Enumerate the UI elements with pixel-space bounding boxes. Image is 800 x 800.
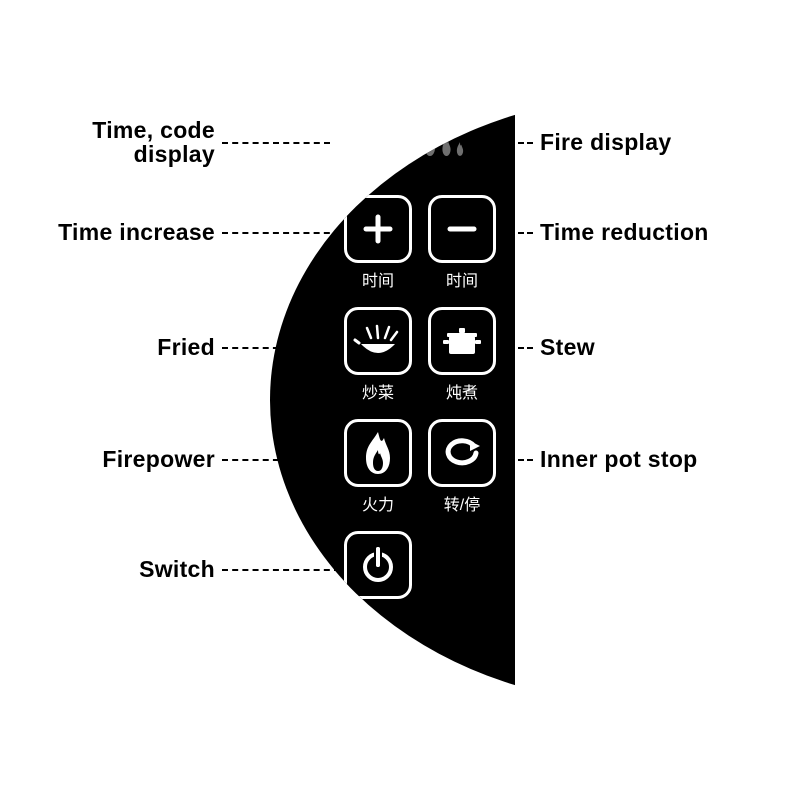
connector-line — [500, 232, 533, 234]
display-row: 888 — [330, 115, 505, 175]
wok-icon — [353, 316, 403, 366]
switch-button[interactable] — [344, 531, 412, 599]
fried-label: 炒菜 — [344, 379, 412, 403]
callout-switch: Switch — [100, 557, 215, 581]
firepower-label: 火力 — [344, 491, 412, 515]
minus-icon — [444, 211, 480, 247]
power-icon — [358, 545, 398, 585]
spin-stop-label: 转/停 — [428, 491, 496, 515]
stew-label: 炖煮 — [428, 379, 496, 403]
stew-button[interactable] — [428, 307, 496, 375]
callout-inner-pot-stop: Inner pot stop — [540, 447, 698, 471]
connector-line — [222, 459, 340, 461]
seven-segment-display: 888 — [330, 114, 416, 177]
time-minus-label: 时间 — [428, 267, 496, 291]
callout-time-increase: Time increase — [50, 220, 215, 244]
connector-line — [222, 232, 340, 234]
callout-time-reduction: Time reduction — [540, 220, 709, 244]
spin-stop-button[interactable] — [428, 419, 496, 487]
callout-fried: Fried — [120, 335, 215, 359]
connector-line — [500, 347, 533, 349]
rotate-icon — [440, 431, 484, 475]
connector-line — [222, 142, 330, 144]
time-reduction-button[interactable] — [428, 195, 496, 263]
time-increase-button[interactable] — [344, 195, 412, 263]
connector-line — [222, 569, 340, 571]
connector-line — [222, 347, 340, 349]
plus-icon — [360, 211, 396, 247]
connector-line — [500, 459, 533, 461]
callout-firepower: Firepower — [80, 447, 215, 471]
fried-button[interactable] — [344, 307, 412, 375]
control-panel: 888 时间 时间 炒菜 — [270, 95, 515, 705]
callout-stew: Stew — [540, 335, 595, 359]
connector-line — [500, 142, 533, 144]
flame-icon — [358, 430, 398, 476]
pot-icon — [437, 316, 487, 366]
callout-time-code: Time, code display — [80, 118, 215, 166]
time-plus-label: 时间 — [344, 267, 412, 291]
fire-display-icon — [422, 134, 465, 156]
callout-fire-display: Fire display — [540, 130, 671, 154]
firepower-button[interactable] — [344, 419, 412, 487]
